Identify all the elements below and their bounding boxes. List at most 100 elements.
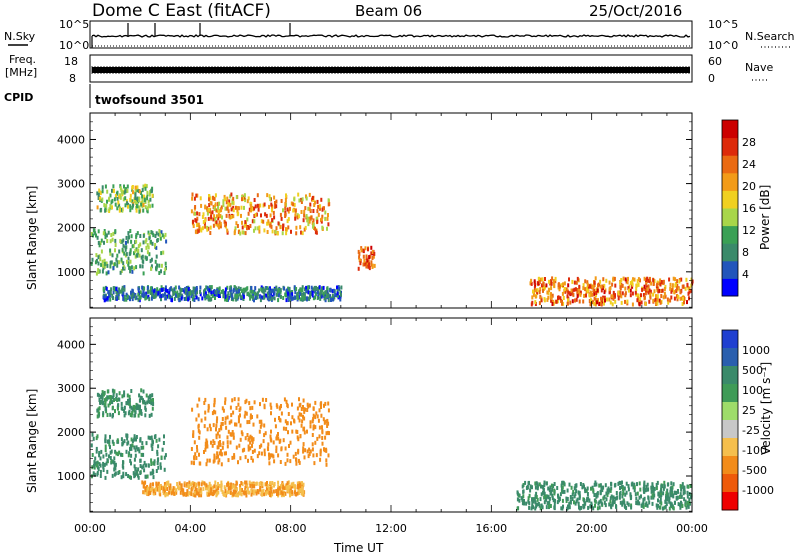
freq-tick-bottom: 8: [69, 72, 76, 85]
echo-cell: [635, 496, 638, 501]
echo-cell: [217, 206, 219, 210]
echo-cell: [542, 487, 545, 492]
echo-cell: [123, 393, 126, 398]
echo-cell: [295, 287, 298, 291]
echo-cell: [668, 499, 671, 504]
echo-cell: [265, 491, 268, 496]
echo-cell: [266, 221, 269, 226]
y-tick-label: 3000: [57, 178, 85, 191]
echo-cell: [656, 480, 659, 485]
echo-cell: [657, 498, 659, 503]
echo-cell: [244, 490, 247, 495]
echo-cell: [128, 295, 131, 300]
echo-cell: [247, 196, 250, 201]
echo-cell: [317, 418, 320, 423]
echo-cell: [92, 471, 95, 476]
echo-cell: [181, 487, 183, 492]
echo-cell: [366, 261, 369, 266]
echo-cell: [552, 301, 555, 306]
echo-cell: [653, 289, 656, 294]
echo-cell: [655, 483, 658, 487]
echo-cell: [106, 199, 108, 204]
echo-cell: [172, 489, 175, 494]
echo-cell: [118, 287, 121, 292]
echo-cell: [144, 255, 147, 260]
echo-cell: [602, 496, 605, 501]
echo-cell: [299, 225, 302, 230]
echo-cell: [339, 295, 342, 300]
echo-cell: [149, 471, 152, 476]
echo-cell: [193, 298, 196, 302]
echo-cell: [297, 458, 300, 463]
echo-cell: [644, 488, 647, 493]
echo-cell: [135, 406, 138, 410]
echo-cell: [309, 449, 312, 454]
echo-cell: [113, 287, 116, 292]
echo-cell: [583, 484, 585, 489]
echo-cell: [289, 440, 292, 445]
echo-cell: [622, 498, 625, 503]
echo-cell: [284, 198, 287, 202]
echo-cell: [371, 250, 374, 254]
echo-cell: [115, 257, 118, 262]
echo-cell: [155, 438, 158, 443]
echo-cell: [121, 287, 124, 292]
echo-cell: [256, 291, 259, 296]
echo-cell: [576, 290, 579, 295]
echo-cell: [133, 408, 136, 413]
echo-cell: [213, 207, 216, 211]
echo-cell: [683, 490, 686, 495]
echo-cell: [681, 302, 684, 306]
echo-cell: [613, 500, 616, 505]
echo-cell: [268, 287, 271, 292]
echo-cell: [190, 482, 192, 487]
echo-cell: [682, 296, 684, 301]
echo-cell: [662, 506, 664, 511]
echo-cell: [371, 256, 374, 260]
echo-cell: [277, 290, 280, 295]
echo-cell: [109, 248, 112, 253]
echo-cell: [229, 202, 232, 207]
echo-cell: [161, 233, 164, 238]
echo-cell: [364, 262, 367, 267]
echo-cell: [251, 439, 254, 444]
echo-cell: [111, 293, 114, 298]
echo-cell: [336, 285, 338, 290]
echo-cell: [235, 445, 238, 450]
echo-cell: [139, 242, 142, 247]
echo-cell: [574, 298, 576, 303]
echo-cell: [638, 481, 641, 486]
echo-cell: [261, 482, 264, 487]
echo-cell: [633, 482, 636, 487]
echo-cell: [140, 445, 143, 450]
echo-cell: [114, 194, 117, 198]
echo-cell: [136, 248, 139, 253]
echo-cell: [313, 287, 316, 292]
echo-cell: [287, 291, 289, 296]
echo-cell: [661, 288, 664, 293]
echo-cell: [194, 482, 197, 487]
freq-trace: [91, 66, 690, 74]
echo-cell: [560, 506, 563, 511]
echo-cell: [623, 503, 626, 508]
echo-cell: [143, 194, 145, 199]
echo-cell: [304, 287, 306, 292]
echo-cell: [235, 195, 238, 200]
echo-cell: [215, 292, 218, 297]
echo-cell: [288, 484, 291, 489]
echo-cell: [105, 261, 108, 266]
colorbar-swatch: [722, 120, 738, 139]
echo-cell: [593, 291, 596, 296]
echo-cell: [276, 231, 279, 236]
echo-cell: [196, 223, 198, 228]
echo-cell: [573, 280, 576, 285]
echo-cell: [208, 288, 211, 293]
echo-cell: [543, 495, 546, 500]
echo-cell: [116, 253, 119, 258]
echo-cell: [114, 466, 117, 471]
echo-cell: [683, 487, 686, 492]
echo-cell: [102, 468, 105, 472]
echo-cell: [571, 492, 574, 497]
echo-cell: [238, 443, 241, 448]
